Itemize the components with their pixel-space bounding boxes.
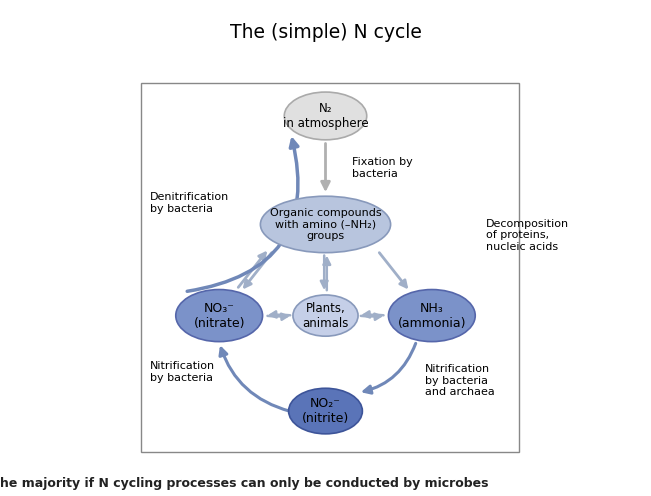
Text: NH₃
(ammonia): NH₃ (ammonia) — [398, 302, 466, 329]
Text: he majority if N cycling processes can only be conducted by microbes: he majority if N cycling processes can o… — [0, 477, 488, 490]
Text: Fixation by
bacteria: Fixation by bacteria — [352, 157, 412, 179]
FancyArrowPatch shape — [361, 313, 381, 320]
Ellipse shape — [176, 290, 262, 342]
Text: Denitrification
by bacteria: Denitrification by bacteria — [150, 192, 229, 214]
Text: Organic compounds
with amino (–NH₂)
groups: Organic compounds with amino (–NH₂) grou… — [270, 208, 381, 241]
Text: Nitrification
by bacteria: Nitrification by bacteria — [150, 361, 215, 383]
Text: N₂
in atmosphere: N₂ in atmosphere — [283, 102, 368, 130]
Ellipse shape — [389, 290, 475, 342]
FancyArrowPatch shape — [364, 311, 383, 317]
Ellipse shape — [288, 388, 363, 434]
FancyArrowPatch shape — [245, 252, 271, 287]
Text: Decomposition
of proteins,
nucleic acids: Decomposition of proteins, nucleic acids — [486, 219, 569, 252]
Text: Nitrification
by bacteria
and archaea: Nitrification by bacteria and archaea — [425, 364, 495, 397]
Text: NO₂⁻
(nitrite): NO₂⁻ (nitrite) — [302, 397, 349, 425]
Text: Plants,
animals: Plants, animals — [302, 302, 349, 329]
Text: NO₃⁻
(nitrate): NO₃⁻ (nitrate) — [193, 302, 245, 329]
Ellipse shape — [293, 295, 358, 336]
FancyBboxPatch shape — [141, 83, 519, 452]
FancyArrowPatch shape — [321, 255, 327, 288]
FancyArrowPatch shape — [270, 311, 290, 317]
FancyArrowPatch shape — [364, 343, 416, 393]
FancyArrowPatch shape — [324, 258, 330, 290]
FancyArrowPatch shape — [322, 143, 329, 189]
Text: The (simple) N cycle: The (simple) N cycle — [230, 23, 421, 42]
FancyArrowPatch shape — [268, 313, 287, 320]
FancyArrowPatch shape — [187, 140, 298, 291]
Ellipse shape — [284, 92, 367, 140]
Ellipse shape — [260, 196, 391, 252]
FancyArrowPatch shape — [220, 348, 290, 411]
FancyArrowPatch shape — [238, 253, 266, 287]
FancyArrowPatch shape — [380, 252, 406, 287]
